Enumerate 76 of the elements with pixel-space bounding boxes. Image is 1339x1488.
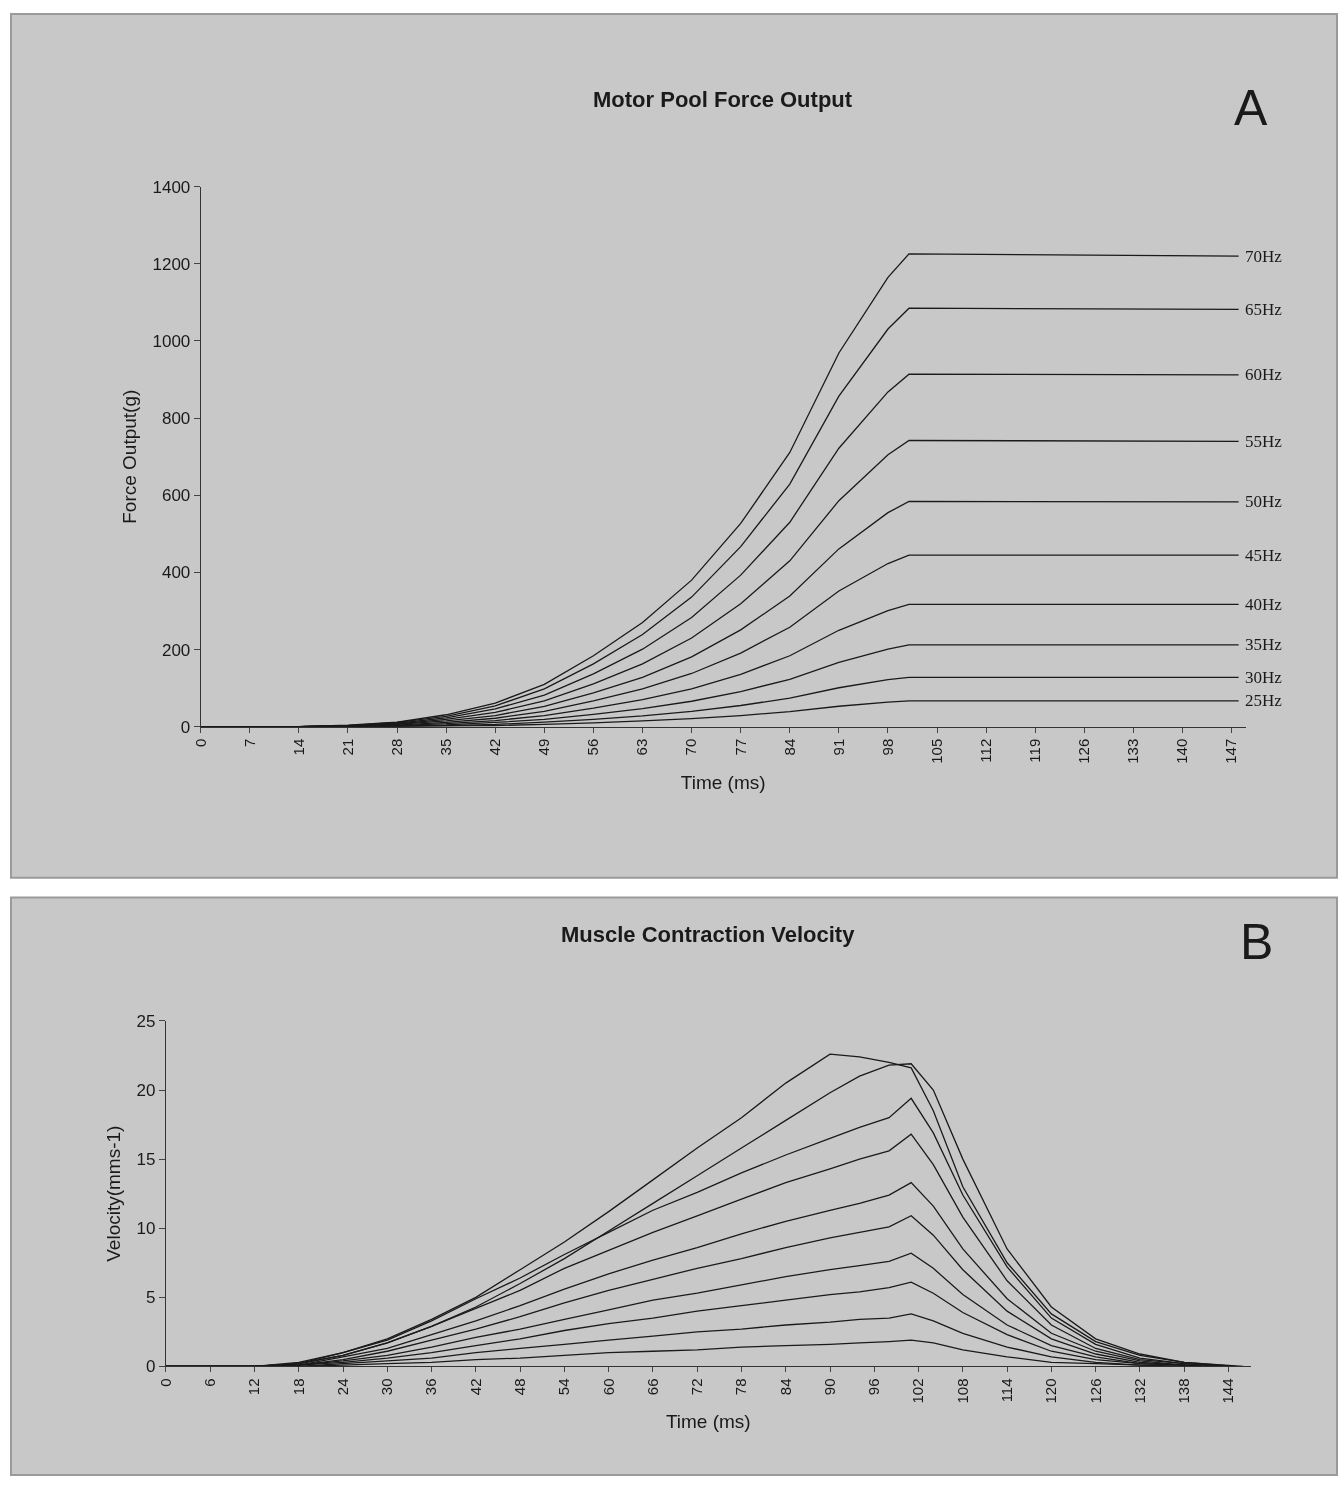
series-label: 25Hz	[1245, 691, 1283, 710]
x-tick-label: 77	[731, 738, 749, 756]
y-tick-label: 25	[136, 1011, 156, 1031]
x-tick-label: 98	[878, 738, 896, 756]
y-tick-label: 400	[161, 563, 191, 583]
x-tick-label: 6	[201, 1378, 219, 1387]
series-label: 50Hz	[1245, 492, 1283, 511]
x-tick-label: 30	[378, 1378, 396, 1396]
x-tick-label: 49	[535, 738, 553, 756]
series-label: 70Hz	[1245, 247, 1283, 266]
y-tick-label: 20	[136, 1080, 156, 1100]
x-tick-label: 35	[437, 738, 455, 756]
x-tick-label: 90	[820, 1378, 838, 1396]
x-tick-label: 42	[466, 1378, 484, 1396]
y-tick-label: 200	[161, 640, 191, 660]
x-tick-label: 14	[289, 738, 307, 756]
x-tick-label: 147	[1222, 738, 1240, 764]
x-tick-label: 66	[643, 1378, 661, 1396]
y-tick-label: 5	[146, 1288, 156, 1308]
y-tick-label: 1000	[152, 331, 191, 351]
x-tick-label: 84	[780, 738, 798, 756]
x-tick-label: 48	[510, 1378, 528, 1396]
x-tick-label: 144	[1219, 1378, 1237, 1404]
y-tick-label: 15	[136, 1150, 156, 1170]
x-tick-label: 105	[927, 738, 945, 764]
chart-title: Muscle Contraction Velocity	[561, 922, 856, 947]
series-label: 60Hz	[1245, 365, 1283, 384]
x-tick-label: 96	[865, 1378, 883, 1396]
x-axis-title: Time (ms)	[680, 771, 766, 793]
x-tick-label: 72	[688, 1378, 706, 1396]
x-tick-label: 112	[977, 738, 995, 763]
x-tick-label: 0	[191, 738, 209, 748]
series-label: 40Hz	[1245, 595, 1283, 614]
x-tick-label: 24	[333, 1378, 351, 1396]
y-tick-label: 10	[136, 1219, 156, 1239]
x-tick-label: 120	[1042, 1378, 1060, 1404]
x-tick-label: 56	[584, 738, 602, 756]
x-tick-label: 78	[732, 1378, 750, 1396]
y-axis-title: Force Output(g)	[119, 389, 141, 524]
text: A	[1234, 80, 1268, 136]
y-tick-label: 1400	[152, 177, 191, 197]
chart-title: Motor Pool Force Output	[593, 87, 853, 112]
y-tick-label: 600	[161, 486, 191, 506]
x-tick-label: 126	[1086, 1378, 1104, 1404]
x-tick-label: 133	[1124, 738, 1142, 764]
x-tick-label: 21	[338, 738, 356, 756]
x-tick-label: 114	[997, 1378, 1015, 1403]
x-tick-label: 70	[682, 738, 700, 756]
x-axis-title: Time (ms)	[665, 1411, 751, 1433]
x-tick-label: 36	[422, 1378, 440, 1396]
x-tick-label: 28	[387, 738, 405, 756]
series-label: 65Hz	[1245, 300, 1283, 319]
text: B	[1240, 914, 1274, 970]
x-tick-label: 84	[776, 1378, 794, 1396]
x-tick-label: 132	[1130, 1378, 1148, 1404]
x-tick-label: 91	[829, 738, 847, 756]
series-label: 30Hz	[1245, 668, 1283, 687]
x-tick-label: 108	[953, 1378, 971, 1404]
x-tick-label: 54	[555, 1378, 573, 1396]
x-tick-label: 138	[1175, 1378, 1193, 1404]
y-tick-label: 800	[161, 409, 191, 429]
x-tick-label: 126	[1075, 738, 1093, 764]
x-tick-label: 102	[909, 1378, 927, 1404]
x-tick-label: 60	[599, 1378, 617, 1396]
x-tick-label: 7	[240, 738, 258, 748]
x-tick-label: 63	[633, 738, 651, 756]
x-tick-label: 119	[1026, 738, 1044, 763]
series-label: 45Hz	[1245, 546, 1283, 565]
y-axis-title: Velocity(mms-1)	[103, 1125, 125, 1262]
series-label: 55Hz	[1245, 432, 1283, 451]
x-tick-label: 42	[486, 738, 504, 756]
x-tick-label: 12	[245, 1378, 263, 1396]
series-label: 35Hz	[1245, 635, 1283, 654]
x-tick-label: 140	[1173, 738, 1191, 764]
y-tick-label: 1200	[152, 254, 191, 274]
x-tick-label: 18	[289, 1378, 307, 1396]
